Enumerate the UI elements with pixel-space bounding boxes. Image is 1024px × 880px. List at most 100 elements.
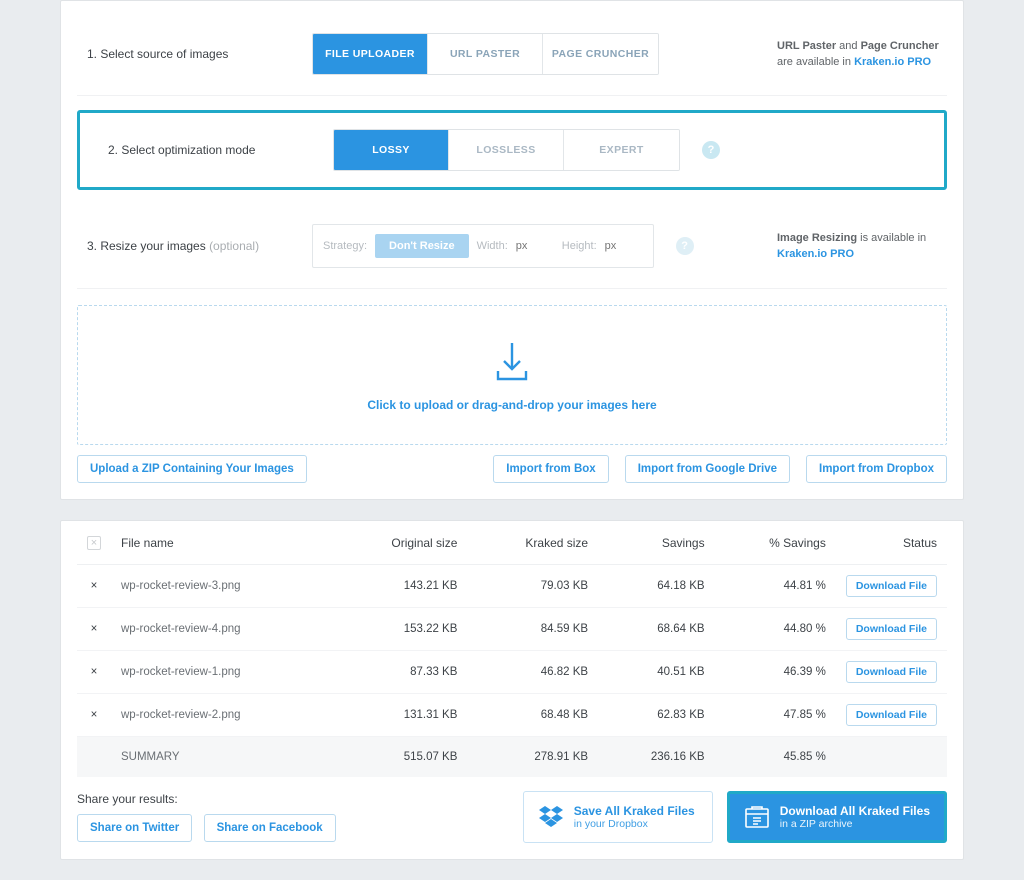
col-original-size: Original size [331, 521, 467, 565]
summary-savings: 236.16 KB [598, 737, 714, 778]
cell-pct-savings: 47.85 % [715, 694, 836, 737]
dropbox-icon [538, 806, 564, 828]
download-all-zip-button[interactable]: Download All Kraked Files in a ZIP archi… [727, 791, 947, 843]
download-file-button[interactable]: Download File [846, 618, 937, 640]
resize-controls: Strategy: Don't Resize Width: Height: [312, 224, 654, 268]
tab-file-uploader[interactable]: FILE UPLOADER [313, 34, 428, 74]
section-optimization-label: 2. Select optimization mode [98, 143, 333, 157]
cell-kraked-size: 68.48 KB [467, 694, 598, 737]
resize-help-icon[interactable]: ? [676, 237, 694, 255]
aside-url-paster: URL Paster [777, 40, 836, 52]
summary-label: SUMMARY [111, 737, 331, 778]
summary-kraked: 278.91 KB [467, 737, 598, 778]
import-row: Upload a ZIP Containing Your Images Impo… [77, 455, 947, 483]
cell-original-size: 143.21 KB [331, 565, 467, 608]
import-box-button[interactable]: Import from Box [493, 455, 608, 483]
save-all-dropbox-button[interactable]: Save All Kraked Files in your Dropbox [523, 791, 713, 843]
section-source-aside: URL Paster and Page Cruncher are availab… [777, 38, 947, 71]
optimization-tabs: LOSSY LOSSLESS EXPERT [333, 129, 680, 171]
results-panel: × File name Original size Kraked size Sa… [60, 520, 964, 860]
section-optimization-highlight: 2. Select optimization mode LOSSY LOSSLE… [77, 110, 947, 190]
cell-status: Download File [836, 651, 947, 694]
table-row: ×wp-rocket-review-4.png153.22 KB84.59 KB… [77, 608, 947, 651]
optimization-help-icon[interactable]: ? [702, 141, 720, 159]
remove-row-icon[interactable]: × [77, 608, 111, 651]
download-file-button[interactable]: Download File [846, 661, 937, 683]
import-dropbox-button[interactable]: Import from Dropbox [806, 455, 947, 483]
cell-status: Download File [836, 565, 947, 608]
pro-link-1[interactable]: Kraken.io PRO [854, 56, 931, 68]
share-block: Share your results: Share on Twitter Sha… [77, 792, 336, 842]
cell-filename: wp-rocket-review-1.png [111, 651, 331, 694]
aside-page-cruncher: Page Cruncher [861, 40, 939, 52]
cell-kraked-size: 79.03 KB [467, 565, 598, 608]
section-source: 1. Select source of images FILE UPLOADER… [77, 13, 947, 96]
cell-filename: wp-rocket-review-2.png [111, 694, 331, 737]
cell-filename: wp-rocket-review-3.png [111, 565, 331, 608]
download-file-button[interactable]: Download File [846, 704, 937, 726]
cell-filename: wp-rocket-review-4.png [111, 608, 331, 651]
cell-savings: 62.83 KB [598, 694, 714, 737]
table-row: ×wp-rocket-review-2.png131.31 KB68.48 KB… [77, 694, 947, 737]
results-table: × File name Original size Kraked size Sa… [77, 521, 947, 777]
width-input[interactable] [516, 240, 554, 252]
cell-savings: 40.51 KB [598, 651, 714, 694]
tab-expert[interactable]: EXPERT [564, 130, 679, 170]
tab-page-cruncher[interactable]: PAGE CRUNCHER [543, 34, 658, 74]
import-gdrive-button[interactable]: Import from Google Drive [625, 455, 790, 483]
pro-link-2[interactable]: Kraken.io PRO [777, 248, 854, 260]
height-label: Height: [562, 240, 597, 252]
strategy-label: Strategy: [323, 240, 367, 252]
col-savings: Savings [598, 521, 714, 565]
cell-status: Download File [836, 608, 947, 651]
remove-row-icon[interactable]: × [77, 565, 111, 608]
remove-all-header[interactable]: × [77, 521, 111, 565]
dropbox-btn-sub: in your Dropbox [574, 818, 695, 830]
bottom-row: Share your results: Share on Twitter Sha… [77, 777, 947, 845]
cell-original-size: 131.31 KB [331, 694, 467, 737]
dropbox-btn-title: Save All Kraked Files [574, 804, 695, 818]
table-row: ×wp-rocket-review-3.png143.21 KB79.03 KB… [77, 565, 947, 608]
section-resize-label: 3. Resize your images (optional) [77, 239, 312, 253]
cell-original-size: 153.22 KB [331, 608, 467, 651]
col-status: Status [836, 521, 947, 565]
cell-savings: 64.18 KB [598, 565, 714, 608]
section-resize-aside: Image Resizing is available in Kraken.io… [777, 230, 947, 263]
share-facebook-button[interactable]: Share on Facebook [204, 814, 336, 842]
dropzone-text: Click to upload or drag-and-drop your im… [367, 398, 656, 412]
col-filename: File name [111, 521, 331, 565]
dropzone[interactable]: Click to upload or drag-and-drop your im… [77, 305, 947, 445]
col-kraked-size: Kraked size [467, 521, 598, 565]
summary-original: 515.07 KB [331, 737, 467, 778]
cell-status: Download File [836, 694, 947, 737]
upload-zip-button[interactable]: Upload a ZIP Containing Your Images [77, 455, 307, 483]
tab-lossless[interactable]: LOSSLESS [449, 130, 564, 170]
section-resize: 3. Resize your images (optional) Strateg… [77, 204, 947, 289]
strategy-select[interactable]: Don't Resize [375, 234, 469, 258]
cell-kraked-size: 46.82 KB [467, 651, 598, 694]
cell-original-size: 87.33 KB [331, 651, 467, 694]
download-btn-title: Download All Kraked Files [780, 804, 930, 818]
tab-url-paster[interactable]: URL PASTER [428, 34, 543, 74]
cell-pct-savings: 44.80 % [715, 608, 836, 651]
remove-row-icon[interactable]: × [77, 694, 111, 737]
remove-row-icon[interactable]: × [77, 651, 111, 694]
table-summary-row: SUMMARY515.07 KB278.91 KB236.16 KB45.85 … [77, 737, 947, 778]
table-row: ×wp-rocket-review-1.png87.33 KB46.82 KB4… [77, 651, 947, 694]
height-input[interactable] [605, 240, 643, 252]
section-source-label: 1. Select source of images [77, 47, 312, 61]
share-twitter-button[interactable]: Share on Twitter [77, 814, 192, 842]
cell-kraked-size: 84.59 KB [467, 608, 598, 651]
download-btn-sub: in a ZIP archive [780, 818, 930, 830]
source-tabs: FILE UPLOADER URL PASTER PAGE CRUNCHER [312, 33, 659, 75]
cell-savings: 68.64 KB [598, 608, 714, 651]
width-label: Width: [477, 240, 508, 252]
download-file-button[interactable]: Download File [846, 575, 937, 597]
col-pct-savings: % Savings [715, 521, 836, 565]
cell-pct-savings: 46.39 % [715, 651, 836, 694]
zip-icon [744, 805, 770, 829]
config-panel: 1. Select source of images FILE UPLOADER… [60, 0, 964, 500]
cell-pct-savings: 44.81 % [715, 565, 836, 608]
summary-pct: 45.85 % [715, 737, 836, 778]
tab-lossy[interactable]: LOSSY [334, 130, 449, 170]
